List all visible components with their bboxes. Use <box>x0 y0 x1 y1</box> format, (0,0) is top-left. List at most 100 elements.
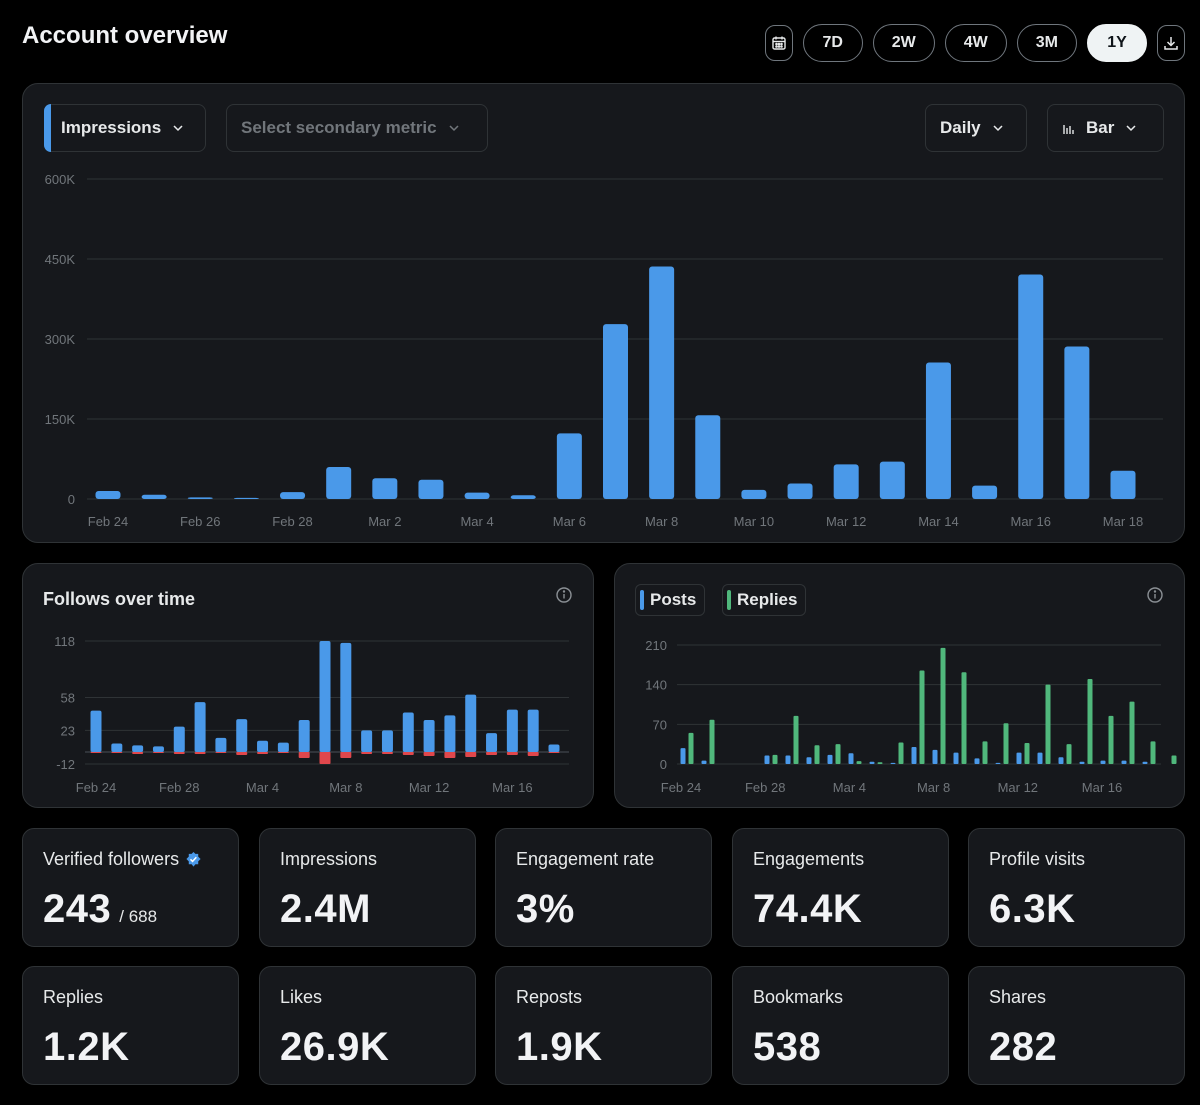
y-tick-label: 150K <box>45 412 76 427</box>
x-tick-label: Mar 14 <box>918 514 958 529</box>
info-icon[interactable] <box>555 586 573 604</box>
stat-card-verified-followers: Verified followers 243 / 688 <box>22 828 239 947</box>
y-tick-label: 300K <box>45 332 76 347</box>
unfollows-bar <box>319 752 331 764</box>
posts-bar <box>890 762 896 764</box>
replies-bar <box>877 762 883 764</box>
unfollows-bar <box>111 752 123 753</box>
posts-bar <box>764 755 770 764</box>
replies-bar <box>772 754 778 764</box>
x-tick-label: Mar 8 <box>329 780 362 795</box>
replies-bar <box>1003 723 1009 764</box>
impressions-bar <box>1110 470 1136 499</box>
stat-value: 243 / 688 <box>43 887 157 932</box>
posts-bar <box>680 748 686 764</box>
replies-bar <box>1066 744 1072 764</box>
replies-bar <box>982 741 988 764</box>
stat-card-impressions: Impressions 2.4M <box>259 828 476 947</box>
stat-value: 282 <box>989 1025 1058 1069</box>
follows-bar <box>298 720 310 752</box>
replies-bar <box>835 744 841 764</box>
x-tick-label: Mar 8 <box>645 514 678 529</box>
legend-replies-label: Replies <box>737 590 798 609</box>
unfollows-bar <box>194 752 206 754</box>
posts-bar <box>806 757 812 764</box>
stat-label: Reposts <box>516 987 583 1007</box>
impressions-bar <box>510 495 536 499</box>
impressions-bar <box>603 324 628 499</box>
posts-bar <box>1142 761 1148 764</box>
calendar-button[interactable] <box>764 25 793 61</box>
follows-bar <box>548 744 560 752</box>
impressions-bar <box>925 362 951 499</box>
follows-bar <box>215 737 227 752</box>
follows-bar <box>465 694 477 752</box>
primary-metric-color-swatch <box>44 104 51 152</box>
range-1y-button[interactable]: 1Y <box>1087 24 1147 62</box>
follows-bar <box>111 743 123 752</box>
range-7d-button[interactable]: 7D <box>802 24 863 62</box>
x-tick-label: Mar 4 <box>460 514 493 529</box>
replies-bar <box>961 672 967 764</box>
impressions-bar <box>372 478 398 499</box>
stat-card-reposts: Reposts 1.9K <box>495 966 712 1085</box>
replies-bar <box>919 670 925 764</box>
legend-posts[interactable]: Posts <box>635 584 706 616</box>
impressions-bar <box>695 415 721 499</box>
unfollows-bar <box>298 752 310 758</box>
posts-bar <box>869 761 875 764</box>
chevron-down-icon <box>449 125 459 132</box>
follows-bar <box>444 715 456 752</box>
follows-bar <box>277 742 289 752</box>
y-tick-label: 0 <box>660 757 667 772</box>
posts-bar <box>974 758 980 764</box>
chart-type-dropdown[interactable]: Bar <box>1047 104 1164 152</box>
follows-bar <box>257 740 269 752</box>
stat-value: 2.4M <box>280 887 371 931</box>
stat-value: 1.9K <box>516 1025 603 1069</box>
unfollows-bar <box>340 752 352 758</box>
unfollows-bar <box>277 752 289 753</box>
x-tick-label: Mar 18 <box>1103 514 1143 529</box>
unfollows-bar <box>152 752 164 753</box>
posts-bar <box>911 747 917 764</box>
secondary-metric-dropdown[interactable]: Select secondary metric <box>226 104 488 152</box>
range-3m-button[interactable]: 3M <box>1016 24 1077 62</box>
interval-dropdown[interactable]: Daily <box>925 104 1027 152</box>
follows-bar <box>194 702 206 752</box>
stat-label: Engagement rate <box>516 849 655 869</box>
x-tick-label: Feb 28 <box>272 514 312 529</box>
impressions-bar <box>649 266 675 499</box>
primary-metric-dropdown[interactable]: Impressions <box>44 104 206 152</box>
interval-label: Daily <box>940 118 981 137</box>
impressions-bar <box>787 483 813 499</box>
replies-bar <box>1024 743 1030 764</box>
chevron-down-icon <box>1126 125 1136 132</box>
x-tick-label: Mar 16 <box>492 780 532 795</box>
download-button[interactable] <box>1157 25 1185 61</box>
posts-color-swatch <box>640 590 644 610</box>
posts-replies-bar-chart: 210 140 70 0 Feb 24 Feb 28 Mar 4 Mar 8 Mar 12 Mar… <box>645 638 1177 795</box>
y-tick-label: 23 <box>61 723 75 738</box>
follows-card-title: Follows over time <box>43 589 196 609</box>
range-2w-button[interactable]: 2W <box>872 24 935 62</box>
follows-bar <box>173 726 185 752</box>
calendar-icon <box>772 36 786 50</box>
info-icon[interactable] <box>1146 586 1164 604</box>
legend-posts-label: Posts <box>650 590 697 609</box>
unfollows-bar <box>527 752 539 756</box>
verified-badge-icon <box>186 851 201 867</box>
follows-bar <box>340 642 352 752</box>
posts-bar <box>1037 752 1043 764</box>
replies-bar <box>1108 715 1114 764</box>
unfollows-bar <box>361 752 373 754</box>
stat-value: 1.2K <box>43 1025 130 1069</box>
stat-label-text: Verified followers <box>43 849 180 869</box>
legend-replies[interactable]: Replies <box>722 584 807 616</box>
follows-bar <box>423 720 435 752</box>
follows-bar <box>90 710 102 752</box>
replies-color-swatch <box>727 590 731 610</box>
range-4w-button[interactable]: 4W <box>944 24 1007 62</box>
x-tick-label: Mar 12 <box>826 514 866 529</box>
unfollows-bar <box>257 752 269 754</box>
